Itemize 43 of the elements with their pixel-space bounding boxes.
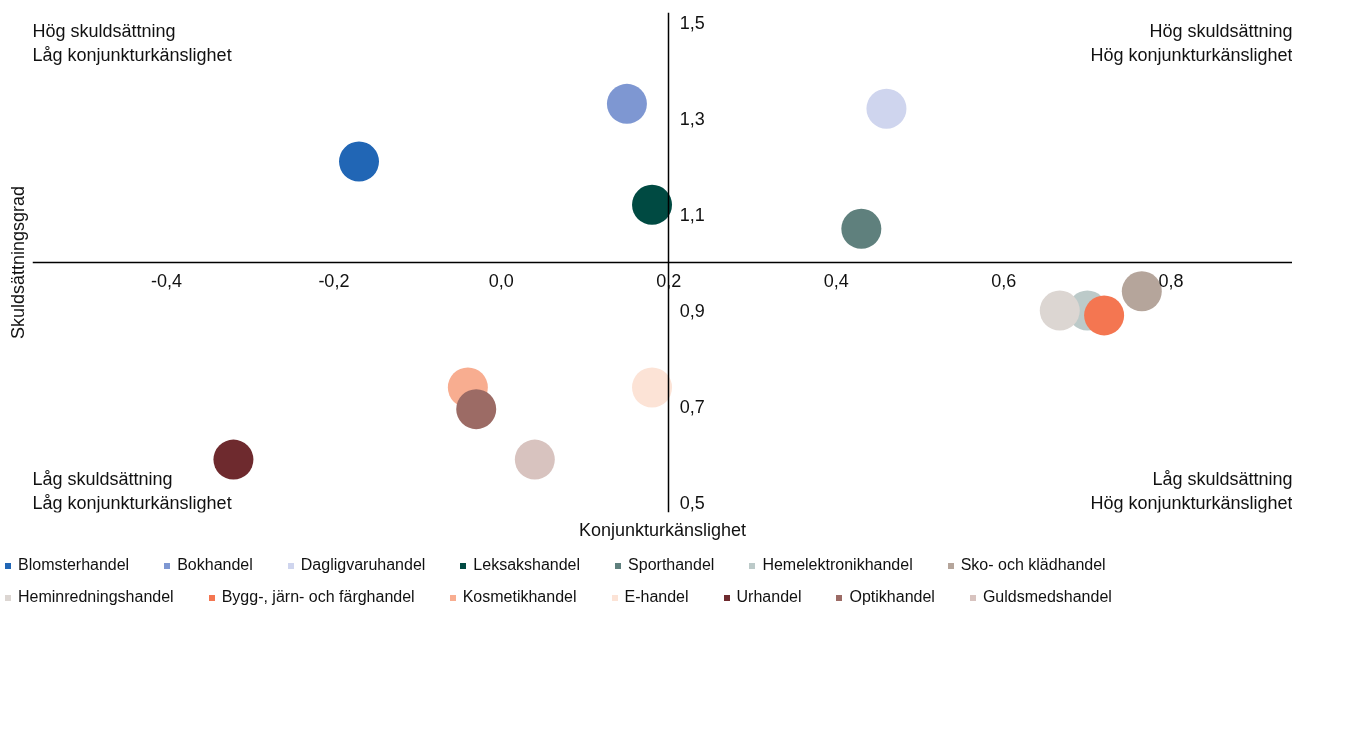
legend-label: Hemelektronikhandel — [762, 556, 913, 574]
legend-label: Leksakshandel — [473, 556, 581, 574]
x-tick-label: 0,6 — [991, 270, 1017, 291]
legend-label: Sporthandel — [628, 556, 715, 574]
point — [1039, 290, 1080, 331]
annotation: Låg skuldsättning Hög konjunkturkänslighet — [1090, 468, 1293, 513]
legend-label: Blomsterhandel — [18, 556, 130, 574]
x-tick-label: 0,0 — [488, 270, 514, 291]
point — [213, 439, 254, 480]
legend-label: Dagligvaruhandel — [300, 556, 426, 574]
y-tick-label: 1,3 — [679, 108, 705, 129]
y-tick-label: 0,9 — [679, 301, 705, 322]
legend-label: Guldsmedshandel — [982, 588, 1112, 606]
point — [606, 83, 647, 124]
annotation: Hög skuldsättning Låg konjunkturkänslighet — [32, 20, 232, 65]
annotation: Hög skuldsättning Hög konjunkturkänslighet — [1090, 20, 1293, 65]
point — [632, 367, 673, 408]
y-tick-label: 0,5 — [679, 493, 705, 514]
legend-label: E-handel — [624, 588, 689, 606]
legend-label: Kosmetikhandel — [462, 588, 577, 606]
x-tick-label: 0,4 — [823, 270, 849, 291]
point — [339, 141, 380, 182]
legend-label: Urhandel — [736, 588, 802, 606]
x-tick-label: -0,2 — [318, 270, 350, 291]
x-axis-title: Konjunkturkänslighet — [578, 519, 747, 540]
y-tick-label: 1,5 — [679, 12, 705, 33]
legend-label: Bokhandel — [177, 556, 253, 574]
y-tick-label: 1,1 — [679, 204, 705, 225]
y-axis-title: Skuldsättningsgrad — [7, 185, 28, 340]
x-tick-label: 0,8 — [1158, 270, 1184, 291]
point — [632, 184, 673, 225]
x-tick-label: -0,4 — [150, 270, 182, 291]
legend-label: Optikhandel — [849, 588, 935, 606]
legend-label: Heminredningshandel — [18, 588, 174, 606]
point — [841, 208, 882, 249]
point — [514, 439, 555, 480]
annotation: Låg skuldsättning Låg konjunkturkänslighet — [32, 468, 232, 513]
point — [1084, 295, 1125, 336]
legend-label: Bygg-, järn- och färghandel — [221, 588, 415, 606]
legend-label: Sko- och klädhandel — [960, 556, 1106, 574]
point — [456, 389, 497, 430]
point — [866, 88, 907, 129]
y-tick-label: 0,7 — [679, 397, 705, 418]
